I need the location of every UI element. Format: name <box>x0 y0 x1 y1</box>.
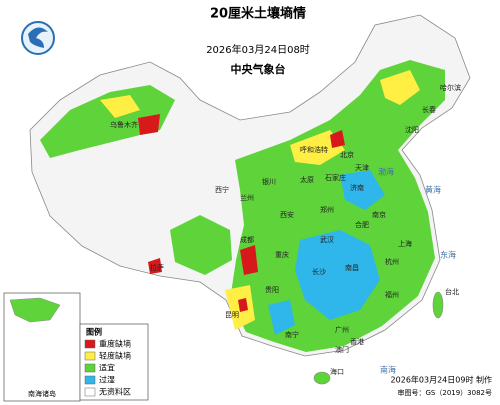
legend-label: 无资料区 <box>99 387 131 397</box>
place-label: 杭州 <box>385 257 399 266</box>
place-labels: 哈尔滨 长春 沈阳 北京 天津 石家庄 太原 呼和浩特 济南 郑州 西安 兰州 … <box>110 83 461 376</box>
place-label: 西宁 <box>215 185 229 194</box>
suitable-area <box>40 85 175 158</box>
place-label: 沈阳 <box>405 125 419 134</box>
place-label: 武汉 <box>320 235 334 244</box>
place-label: 成都 <box>240 235 254 244</box>
sea-label: 渤海 <box>378 167 394 177</box>
place-label: 海口 <box>330 367 344 376</box>
severe-deficit-area <box>148 258 162 274</box>
place-label: 石家庄 <box>325 173 346 182</box>
place-label: 乌鲁木齐 <box>110 120 138 129</box>
place-label: 太原 <box>300 175 314 184</box>
place-label: 南昌 <box>345 263 359 272</box>
place-label: 澳门 <box>335 345 349 354</box>
place-label: 西安 <box>280 210 294 219</box>
sea-label: 东海 <box>440 250 456 260</box>
place-label: 呼和浩特 <box>300 145 328 154</box>
sea-labels: 渤海 黄海 东海 南海 <box>378 167 456 375</box>
suitable-area <box>170 215 232 275</box>
place-label: 郑州 <box>320 206 334 214</box>
place-label: 昆明 <box>225 311 239 319</box>
footer-made: 2026年03月24日09时 制作 <box>391 375 492 385</box>
inset-label: 南海诸岛 <box>28 389 56 398</box>
legend-label: 适宜 <box>99 363 115 373</box>
place-label: 哈尔滨 <box>440 83 461 92</box>
place-label: 广州 <box>335 325 349 334</box>
severe-deficit-area <box>138 114 160 135</box>
place-label: 南京 <box>372 210 386 219</box>
place-label: 贵阳 <box>265 285 279 294</box>
place-label: 天津 <box>355 164 369 172</box>
wet-area <box>340 170 385 210</box>
place-label: 长沙 <box>312 267 326 276</box>
legend-swatch <box>84 351 96 361</box>
island <box>313 371 331 385</box>
wet-area <box>268 300 295 335</box>
place-label: 银川 <box>262 177 276 186</box>
place-label: 长春 <box>422 105 436 114</box>
legend-swatch <box>84 387 96 397</box>
place-label: 拉萨 <box>150 263 164 272</box>
severe-deficit-area <box>240 245 258 275</box>
legend-swatch <box>84 363 96 373</box>
place-label: 兰州 <box>240 193 254 202</box>
sea-label: 南海 <box>380 365 396 375</box>
place-label: 合肥 <box>355 220 369 229</box>
island <box>432 291 444 319</box>
severe-deficit-area <box>238 298 248 312</box>
place-label: 济南 <box>350 183 364 192</box>
place-label: 重庆 <box>275 250 289 259</box>
severe-deficit-area <box>330 130 345 148</box>
logo <box>21 21 55 55</box>
place-label: 香港 <box>350 337 364 346</box>
place-label: 南宁 <box>285 330 299 339</box>
light-deficit-area <box>380 70 420 105</box>
sea-label: 黄海 <box>425 185 441 195</box>
inset-land <box>9 297 61 323</box>
legend-label: 重度缺墒 <box>99 339 131 349</box>
legend-title: 图例 <box>86 327 102 337</box>
place-label: 上海 <box>398 239 412 248</box>
legend-swatch <box>84 339 96 349</box>
place-label: 台北 <box>445 287 459 296</box>
legend-label: 轻度缺墒 <box>99 351 131 361</box>
suitable-area <box>230 60 445 352</box>
light-deficit-area <box>100 95 140 118</box>
place-label: 福州 <box>385 290 399 299</box>
subtitle: 2026年03月24日08时 <box>206 43 310 56</box>
place-label: 北京 <box>340 150 354 159</box>
legend-swatch <box>84 375 96 385</box>
wet-area <box>295 230 380 320</box>
footer-approval: 审图号：GS（2019）3082号 <box>398 388 493 397</box>
issuer: 中央气象台 <box>231 62 286 76</box>
legend-frame <box>79 323 149 401</box>
legend-label: 过湿 <box>99 375 115 385</box>
title: 20厘米土壤墒情 <box>210 6 306 22</box>
